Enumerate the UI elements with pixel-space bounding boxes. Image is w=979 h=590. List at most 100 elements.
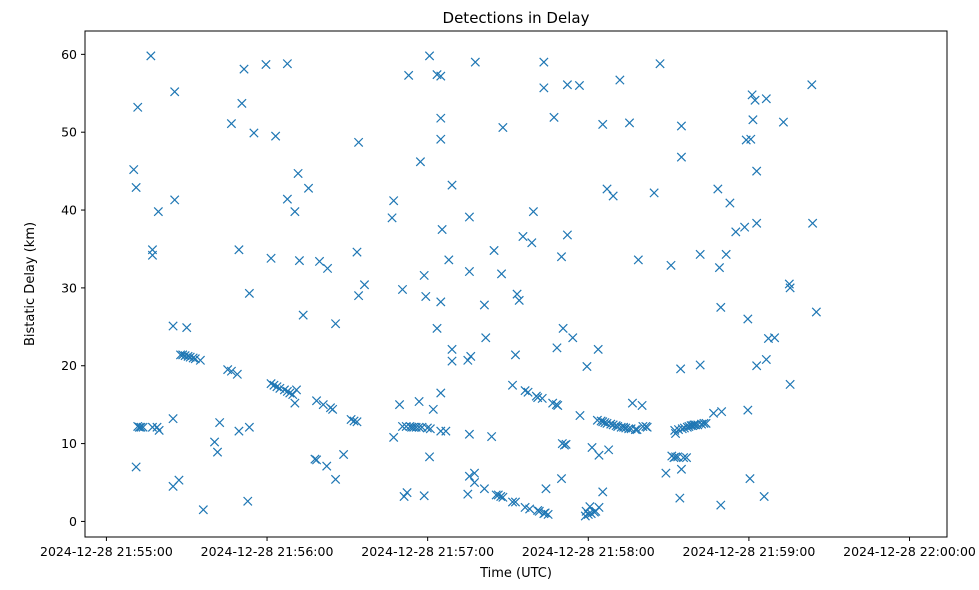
data-point (489, 245, 499, 256)
y-tick-label: 10 (61, 436, 77, 451)
data-point (695, 249, 705, 260)
data-point (147, 250, 158, 260)
y-axis-label: Bistatic Delay (km) (23, 222, 38, 346)
data-point (556, 252, 567, 262)
y-tick-label: 40 (61, 203, 77, 218)
data-point (630, 424, 641, 435)
data-point (447, 180, 457, 190)
data-point (293, 168, 303, 179)
data-point (322, 263, 333, 274)
data-point (525, 504, 535, 514)
data-point (239, 64, 249, 74)
data-point (479, 484, 490, 494)
data-point (414, 396, 424, 407)
data-point (168, 321, 178, 331)
data-point (666, 260, 676, 270)
data-point (670, 428, 681, 439)
data-point (670, 452, 681, 462)
data-point (419, 270, 429, 281)
data-point (269, 380, 279, 390)
data-point (562, 230, 573, 240)
data-point (632, 424, 642, 435)
data-point (327, 404, 338, 414)
data-point (178, 350, 188, 360)
data-point (282, 194, 293, 204)
data-point (633, 255, 643, 265)
data-point (507, 497, 518, 507)
data-point (444, 255, 454, 265)
data-point (349, 416, 359, 426)
data-point (678, 452, 689, 463)
data-point (708, 408, 719, 418)
data-point (291, 385, 302, 395)
data-point (510, 350, 521, 360)
data-point (314, 256, 325, 267)
data-point (534, 506, 544, 516)
data-point (198, 505, 208, 515)
data-point (243, 496, 253, 506)
data-point (676, 364, 686, 374)
data-point (318, 400, 328, 410)
data-point (330, 319, 341, 329)
data-point (778, 117, 789, 127)
data-point (661, 468, 671, 478)
data-point (761, 94, 771, 104)
data-point (608, 191, 618, 201)
data-point (600, 417, 610, 428)
data-point (153, 206, 163, 217)
data-point (689, 420, 699, 430)
data-point (487, 431, 497, 442)
data-point (237, 98, 247, 109)
data-point (627, 398, 638, 408)
data-point (721, 249, 731, 260)
data-point (353, 291, 364, 301)
data-point (425, 424, 435, 434)
data-point (466, 351, 476, 362)
data-point (594, 450, 604, 460)
y-tick-label: 30 (61, 280, 77, 295)
data-point (234, 245, 244, 255)
data-point (182, 322, 192, 333)
data-point (470, 57, 480, 67)
data-point (188, 353, 198, 363)
data-point (761, 354, 771, 365)
data-point (282, 59, 293, 69)
data-point (195, 355, 206, 365)
data-point (402, 488, 412, 498)
plot-frame (84, 30, 948, 538)
data-point (394, 400, 405, 410)
data-point (389, 196, 399, 206)
data-point (226, 119, 237, 129)
data-point (493, 490, 503, 500)
data-point (676, 121, 687, 131)
data-point (676, 464, 687, 474)
data-point (303, 183, 314, 193)
data-point (594, 502, 604, 513)
data-point (543, 509, 553, 520)
data-point (131, 462, 141, 472)
data-point (138, 422, 148, 432)
y-tick-label: 50 (61, 125, 77, 140)
data-point (479, 300, 490, 310)
x-tick-label: 2024-12-28 22:00:00 (843, 544, 976, 559)
data-point (745, 473, 755, 484)
data-point (168, 414, 178, 424)
plot-area (84, 30, 948, 538)
data-point (272, 382, 282, 392)
data-point (421, 291, 431, 302)
data-point (464, 212, 475, 222)
data-point (232, 369, 242, 379)
data-point (174, 475, 184, 485)
data-point (399, 491, 409, 502)
data-point (701, 418, 711, 428)
data-point (539, 57, 549, 67)
data-point (133, 102, 143, 112)
data-point (583, 509, 593, 520)
data-point (670, 425, 680, 435)
x-tick-label: 2024-12-28 21:56:00 (201, 544, 334, 559)
data-point (731, 227, 741, 237)
data-point (436, 113, 446, 123)
data-point (131, 182, 141, 193)
data-point (436, 71, 446, 81)
data-point (359, 280, 370, 290)
